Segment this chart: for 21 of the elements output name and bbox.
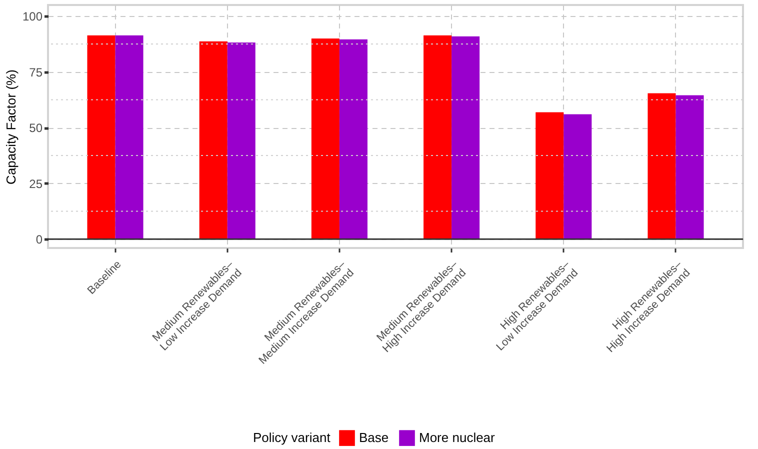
- bar: [648, 93, 676, 240]
- bar: [87, 35, 116, 240]
- bar: [424, 35, 452, 240]
- y-tick-label: 100: [22, 10, 43, 24]
- bar: [452, 36, 480, 240]
- bar: [115, 35, 144, 240]
- bar: [564, 114, 592, 240]
- legend-label: Base: [359, 430, 389, 446]
- y-tick-label: 0: [36, 232, 43, 247]
- y-axis-title: Capacity Factor (%): [3, 70, 18, 184]
- bar: [536, 112, 564, 240]
- legend-title: Policy variant: [253, 430, 331, 445]
- y-tick-label: 25: [29, 176, 43, 191]
- bar: [311, 38, 340, 240]
- bar: [339, 39, 368, 240]
- bar: [676, 95, 704, 240]
- legend-label: More nuclear: [419, 430, 496, 446]
- y-tick-label: 50: [29, 121, 43, 136]
- y-tick-label: 75: [29, 65, 43, 80]
- bar: [227, 42, 256, 240]
- bar: [199, 41, 228, 240]
